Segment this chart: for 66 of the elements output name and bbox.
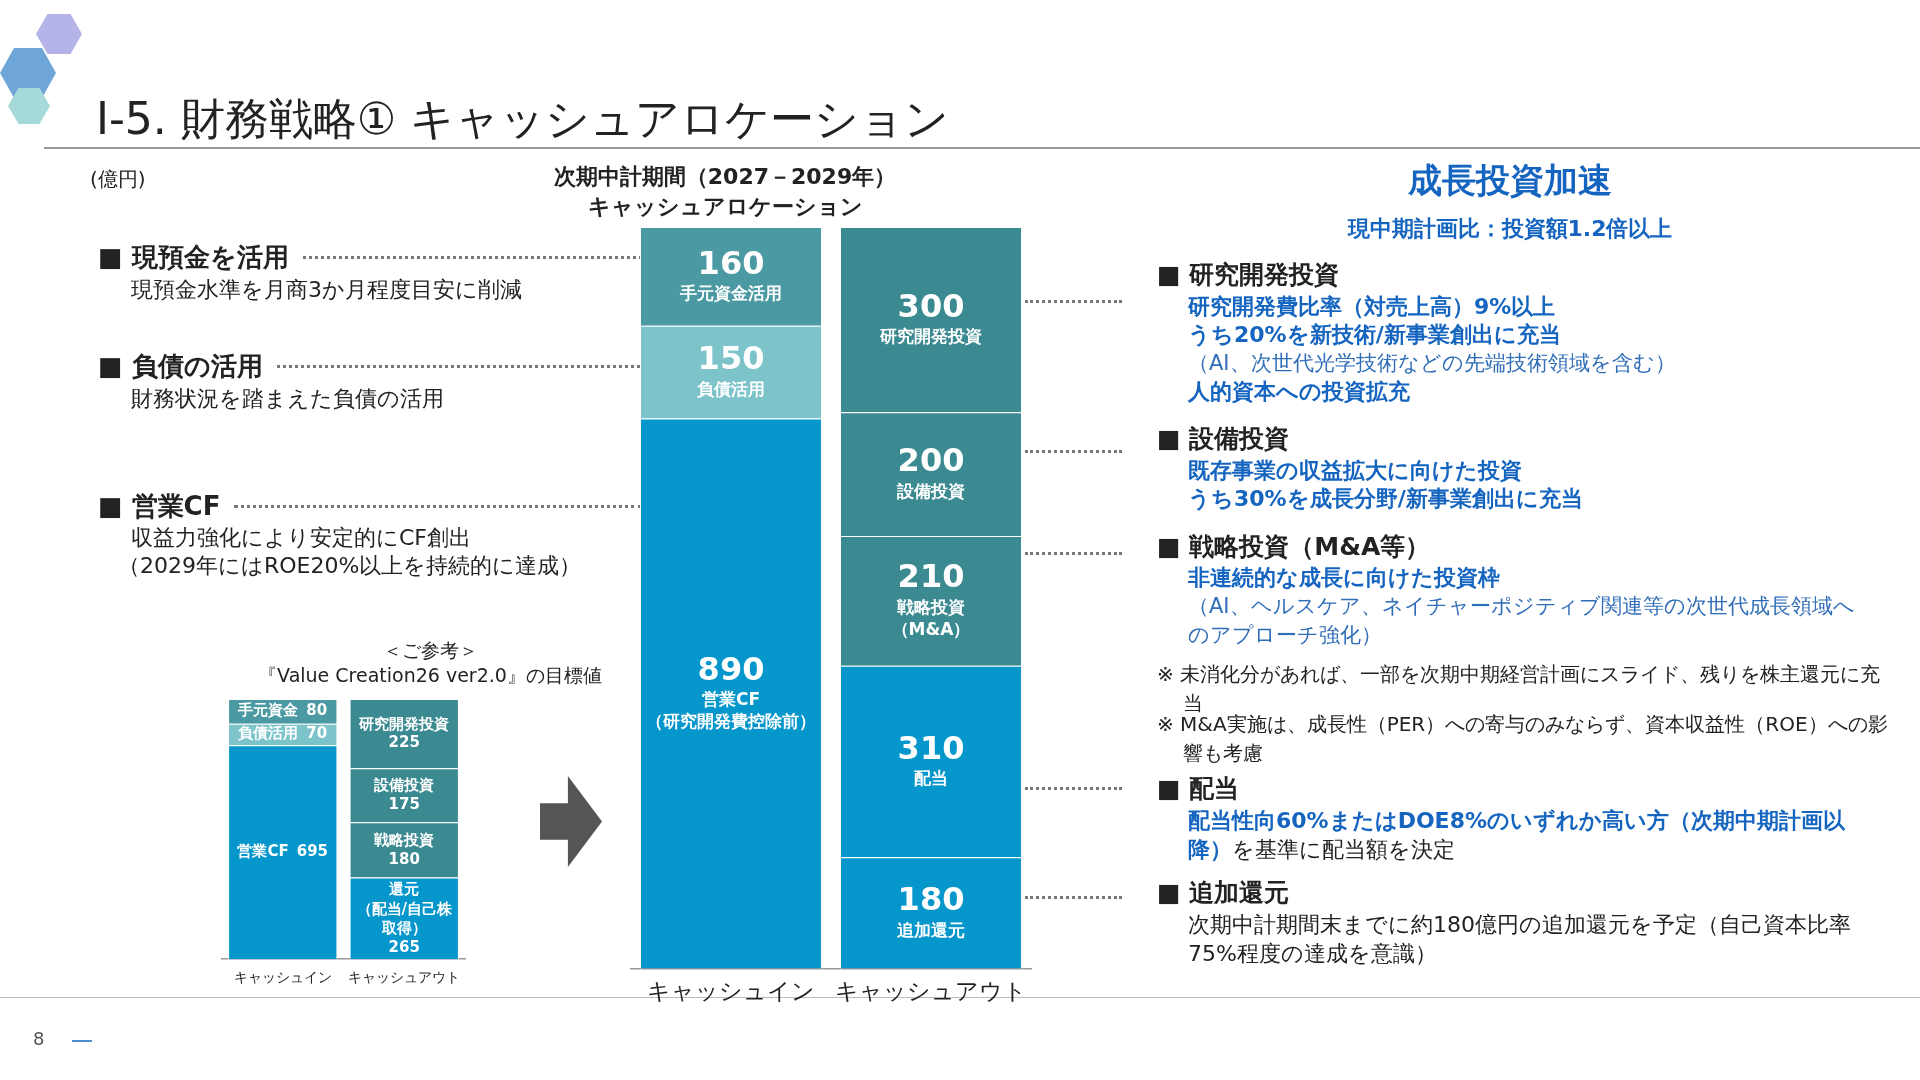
text: ■ 負債の活用	[98, 350, 263, 383]
data-label: 695	[296, 842, 329, 861]
text: （AI、ヘルスケア、ネイチャーポジティブ関連等の次世代成長領域へのアプローチ強化）	[1188, 593, 1856, 649]
text: 財務状況を踏まえた負債の活用	[131, 385, 444, 413]
data-label: 890	[697, 649, 765, 688]
data-label: 160	[697, 243, 765, 282]
text: 既存事業の収益拡大に向けた投資	[1188, 457, 1523, 485]
data-label: 70	[306, 724, 328, 743]
text: ■ 研究開発投資	[1157, 260, 1341, 289]
series-label: 研究開発投資	[358, 714, 450, 733]
data-label: 150	[697, 339, 765, 378]
text: 成長投資加速	[1407, 159, 1613, 202]
data-label: 310	[897, 728, 965, 767]
text: ■ 営業CF	[98, 490, 221, 523]
chart-title: 次期中計期間（2027－2029年）キャッシュアロケーション	[552, 163, 898, 221]
text: を基準に配当額を決定	[1232, 837, 1455, 862]
data-label: 265	[388, 937, 420, 956]
text: 8	[33, 1028, 45, 1049]
text: うち30%を成長分野/新事業創出に充当	[1188, 485, 1584, 513]
series-label: 戦略投資（M&A）	[891, 596, 971, 639]
text: ■ 配当	[1157, 774, 1241, 803]
series-label: 研究開発投資	[879, 326, 982, 347]
data-label: 200	[897, 441, 965, 480]
text: ■ 戦略投資（M&A等）	[1157, 532, 1432, 561]
series-label: 設備投資	[896, 480, 965, 501]
text: ※ 未消化分があれば、一部を次期中期経営計画にスライド、残りを株主還元に充当	[1157, 661, 1882, 715]
series-label: 負債活用	[238, 724, 299, 743]
text: ■ 設備投資	[1157, 424, 1291, 453]
text: 研究開発費比率（対売上高）9%以上	[1188, 293, 1557, 321]
series-label: 手元資金活用	[679, 283, 782, 304]
series-label: 戦略投資	[373, 831, 435, 850]
text: 収益力強化により安定的にCF創出	[131, 524, 472, 552]
text: ■ 追加還元	[1157, 878, 1291, 907]
data-label: 225	[388, 733, 420, 752]
data-label: 180	[897, 880, 965, 919]
x-tick-label: キャッシュアウト	[348, 969, 461, 986]
text: 現中期計画比：投資額1.2倍以上	[1346, 215, 1674, 243]
text: 次期中計期間末までに約180億円の追加還元を予定（自己資本比率75%程度の達成を意識）	[1188, 911, 1852, 968]
text: 現預金水準を月商3か月程度目安に削減	[131, 276, 522, 304]
series-label: 設備投資	[373, 776, 435, 795]
data-label: 300	[897, 286, 965, 325]
text: （2029年にはROE20%以上を持続的に達成）	[118, 552, 582, 580]
text: ※ M&A実施は、成長性（PER）への寄与のみならず、資本収益性（ROE）への影響も考慮	[1157, 712, 1889, 767]
series-label: 還元（配当/自己株取得）	[356, 880, 453, 938]
text: ■ 現預金を活用	[98, 241, 289, 274]
series-label: 営業CF（研究開発費控除前）	[646, 689, 816, 732]
x-tick-label: キャッシュイン	[233, 969, 332, 986]
data-label: 175	[388, 794, 420, 813]
series-label: 配当	[914, 768, 948, 789]
x-tick-label: キャッシュイン	[647, 978, 815, 1005]
data-label: 80	[306, 701, 328, 720]
text: うち20%を新技術/新事業創出に充当	[1188, 321, 1562, 349]
data-label: 180	[388, 849, 420, 868]
series-label: 営業CF	[237, 842, 289, 861]
text: 非連続的な成長に向けた投資枠	[1188, 564, 1501, 592]
series-label: 手元資金	[237, 701, 299, 720]
chart-title: ＜ご参考＞	[382, 639, 478, 661]
text: （AI、次世代光学技術などの先端技術領域を含む）	[1188, 350, 1677, 377]
text: 人的資本への投資拡充	[1188, 378, 1411, 406]
data-label: 210	[897, 557, 965, 595]
x-tick-label: キャッシュアウト	[835, 978, 1027, 1005]
text: Ⅰ-5. 財務戦略① キャッシュアロケーション	[96, 92, 950, 146]
y-axis-title: (億円)	[90, 166, 146, 193]
series-label: 負債活用	[697, 379, 765, 400]
chart-subtitle: 『Value Creation26 ver2.0』の目標値	[258, 664, 602, 686]
series-label: 追加還元	[896, 919, 965, 940]
